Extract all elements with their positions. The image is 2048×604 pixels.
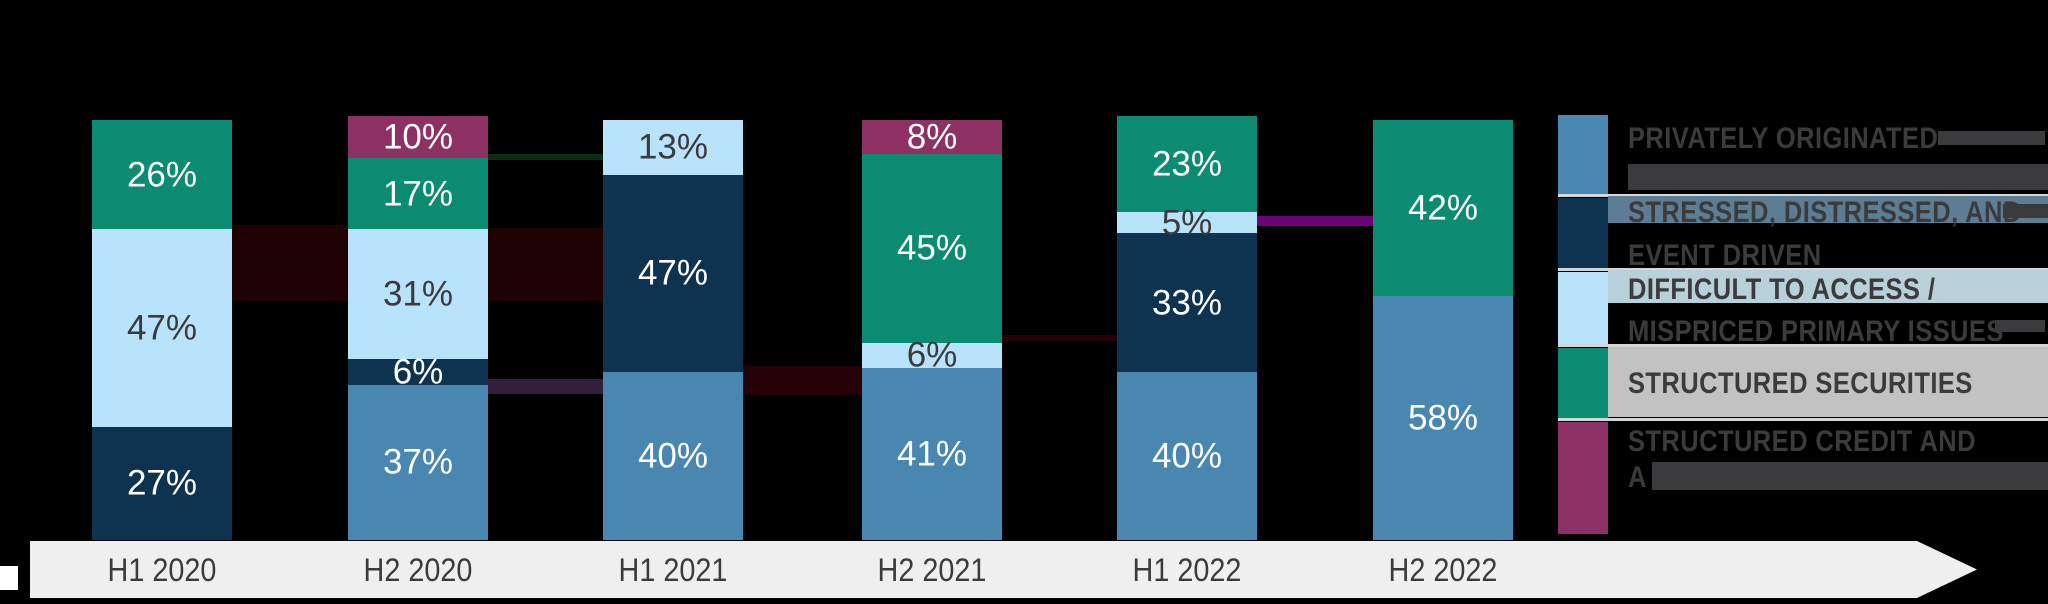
- bar-segment-label: 42%: [1407, 188, 1479, 228]
- legend-highlight-band: [1608, 347, 2048, 417]
- legend-highlight-band: [1608, 196, 2048, 223]
- bar-segment-label: 40%: [637, 436, 709, 476]
- bar-column-h2-2021: 41% 6% 45% 8%: [862, 117, 1002, 540]
- bar-segment-label: 10%: [382, 117, 454, 157]
- legend-swatch-structured-securities: [1558, 348, 1608, 418]
- bar-segment-teal-h1-2022: 23%: [1117, 115, 1257, 213]
- bar-segment-label: 45%: [896, 228, 968, 268]
- connector-ribbon: [488, 379, 603, 394]
- bar-column-h1-2021: 40% 47% 13%: [603, 120, 743, 540]
- legend-line-text: PRIVATELY ORIGINATED: [1628, 122, 1939, 155]
- bar-segment-blue-h2-2021: 41%: [862, 367, 1002, 540]
- axis-start-notch: [0, 566, 18, 590]
- bar-segment-lightblue-h1-2021: 13%: [603, 120, 743, 175]
- legend-line-text: STRUCTURED CREDIT AND: [1628, 425, 1976, 458]
- x-axis-label-h2-2020: H2 2020: [363, 552, 473, 588]
- legend-separator: [1558, 268, 2048, 271]
- legend-line-text: STRESSED, DISTRESSED, AND: [1628, 196, 2022, 229]
- connector-ribbon: [1002, 335, 1117, 341]
- bar-segment-label: 23%: [1151, 144, 1223, 184]
- x-axis-label-h2-2021: H2 2021: [877, 552, 987, 588]
- legend-line-text: MISPRICED PRIMARY ISSUES: [1628, 315, 2004, 348]
- bar-segment-magenta-h2-2020: 10%: [348, 115, 488, 158]
- legend-swatch-stressed-distressed-event-driven: [1558, 198, 1608, 268]
- bar-segment-navy-h1-2022: 33%: [1117, 233, 1257, 372]
- bar-segment-blue-h2-2020: 37%: [348, 384, 488, 540]
- bar-segment-blue-h1-2022: 40%: [1117, 372, 1257, 540]
- bar-column-h2-2022: 58% 42%: [1373, 120, 1513, 540]
- bar-segment-lightblue-h1-2022: 5%: [1117, 205, 1257, 240]
- bar-segment-label: 27%: [126, 463, 198, 503]
- bar-segment-label: 31%: [382, 274, 454, 314]
- bar-segment-navy-h1-2020: 27%: [92, 426, 232, 540]
- bar-segment-label: 37%: [382, 442, 454, 482]
- legend-swatch-difficult-to-access-mispriced: [1558, 272, 1608, 344]
- bar-segment-lightblue-h2-2020: 31%: [348, 229, 488, 360]
- bar-segment-navy-h2-2020: 6%: [348, 355, 488, 390]
- bar-segment-label: 41%: [896, 434, 968, 474]
- bar-segment-navy-h1-2021: 47%: [603, 174, 743, 372]
- redacted-text-bar: [1628, 164, 2048, 190]
- bar-segment-label: 6%: [906, 335, 958, 375]
- bar-segment-label: 8%: [906, 117, 958, 157]
- legend-swatch-privately-originated: [1558, 115, 1608, 194]
- bar-segment-label: 13%: [637, 127, 709, 167]
- bar-column-h2-2020: 37% 6% 31% 17% 10%: [348, 115, 488, 540]
- bar-segment-teal-h2-2022: 42%: [1373, 120, 1513, 297]
- bar-segment-blue-h1-2021: 40%: [603, 372, 743, 540]
- legend-highlight-band: [1608, 270, 2048, 303]
- connector-ribbon: [743, 366, 862, 395]
- legend-line-text: A: [1628, 461, 1647, 494]
- connector-ribbon: [488, 154, 603, 160]
- bar-segment-label: 33%: [1151, 283, 1223, 323]
- x-axis-label-h1-2022: H1 2022: [1132, 552, 1242, 588]
- bar-segment-lightblue-h1-2020: 47%: [92, 229, 232, 427]
- bar-column-h1-2020: 27% 47% 26%: [92, 120, 232, 540]
- legend-line-text: STRUCTURED SECURITIES: [1628, 367, 1973, 400]
- bar-segment-label: 17%: [382, 174, 454, 213]
- bar-segment-label: 47%: [637, 253, 709, 293]
- bar-segment-label: 26%: [126, 155, 198, 195]
- bar-segment-label: 6%: [392, 352, 444, 392]
- bar-segment-teal-h2-2020: 17%: [348, 157, 488, 230]
- bar-segment-label: 40%: [1151, 436, 1223, 476]
- bar-segment-label: 5%: [1161, 203, 1213, 243]
- legend-swatch-structured-credit: [1558, 422, 1608, 534]
- bar-segment-label: 58%: [1407, 398, 1479, 438]
- legend-line-text: DIFFICULT TO ACCESS /: [1628, 273, 1936, 306]
- redacted-text-bar: [1652, 462, 2048, 490]
- legend-separator: [1558, 194, 2048, 197]
- connector-ribbon: [232, 225, 348, 301]
- bar-segment-label: 47%: [126, 308, 198, 348]
- bar-segment-teal-h2-2021: 45%: [862, 153, 1002, 343]
- x-axis-label-h2-2022: H2 2022: [1388, 552, 1498, 588]
- x-axis-label-h1-2020: H1 2020: [107, 552, 217, 588]
- bar-segment-lightblue-h2-2021: 6%: [862, 338, 1002, 373]
- bar-segment-magenta-h2-2021: 8%: [862, 117, 1002, 157]
- x-axis-arrow-band: [30, 541, 1977, 598]
- redacted-dash: [1995, 320, 2045, 332]
- legend-separator: [1558, 418, 2048, 421]
- redacted-dash: [2003, 204, 2048, 218]
- bar-segment-teal-h1-2020: 26%: [92, 120, 232, 230]
- bar-column-h1-2022: 40% 33% 5% 23%: [1117, 115, 1257, 540]
- redacted-dash: [1938, 131, 2045, 145]
- legend-line-text: EVENT DRIVEN: [1628, 239, 1822, 272]
- connector-ribbon: [488, 228, 603, 301]
- bar-segment-blue-h2-2022: 58%: [1373, 296, 1513, 540]
- x-axis-label-h1-2021: H1 2021: [618, 552, 728, 588]
- connector-ribbon: [1257, 216, 1373, 226]
- legend-separator: [1558, 344, 2048, 347]
